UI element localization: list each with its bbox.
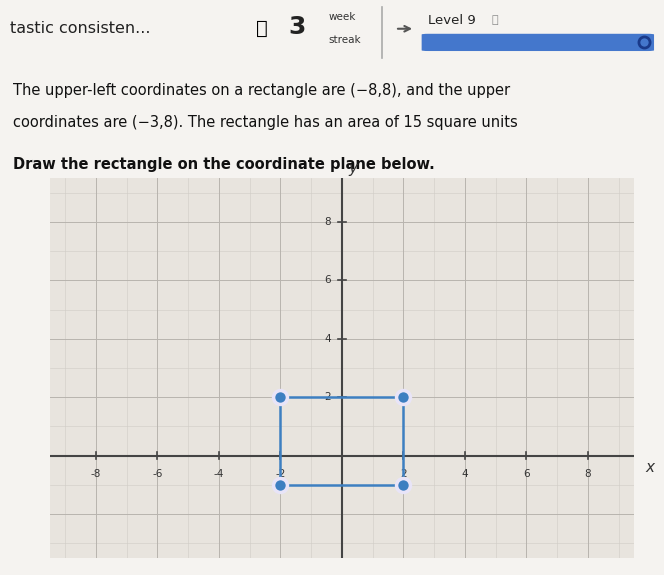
Text: 3: 3 bbox=[289, 16, 306, 39]
Text: 🔥: 🔥 bbox=[256, 19, 268, 39]
Text: 8: 8 bbox=[325, 217, 331, 227]
Text: 6: 6 bbox=[325, 275, 331, 285]
Text: 2: 2 bbox=[400, 469, 407, 479]
Text: -6: -6 bbox=[152, 469, 163, 479]
Text: -2: -2 bbox=[276, 469, 286, 479]
Text: Level 9: Level 9 bbox=[428, 14, 476, 26]
Text: Draw the rectangle on the coordinate plane below.: Draw the rectangle on the coordinate pla… bbox=[13, 157, 435, 172]
Text: 4: 4 bbox=[461, 469, 468, 479]
Text: coordinates are (−3,8). The rectangle has an area of 15 square units: coordinates are (−3,8). The rectangle ha… bbox=[13, 115, 518, 130]
Text: The upper-left coordinates on a rectangle are (−8,8), and the upper: The upper-left coordinates on a rectangl… bbox=[13, 83, 511, 98]
Text: 8: 8 bbox=[585, 469, 592, 479]
Text: week: week bbox=[329, 12, 356, 22]
Text: 4: 4 bbox=[325, 334, 331, 344]
Text: x: x bbox=[645, 460, 654, 475]
Text: 6: 6 bbox=[523, 469, 530, 479]
Text: 2: 2 bbox=[325, 392, 331, 402]
Text: ⓘ: ⓘ bbox=[491, 15, 498, 25]
Text: streak: streak bbox=[329, 35, 361, 45]
Text: -8: -8 bbox=[91, 469, 101, 479]
Text: -4: -4 bbox=[214, 469, 224, 479]
Bar bbox=[280, 397, 404, 485]
Text: y: y bbox=[348, 160, 357, 175]
Text: tastic consisten...: tastic consisten... bbox=[10, 21, 151, 36]
FancyBboxPatch shape bbox=[422, 34, 654, 51]
